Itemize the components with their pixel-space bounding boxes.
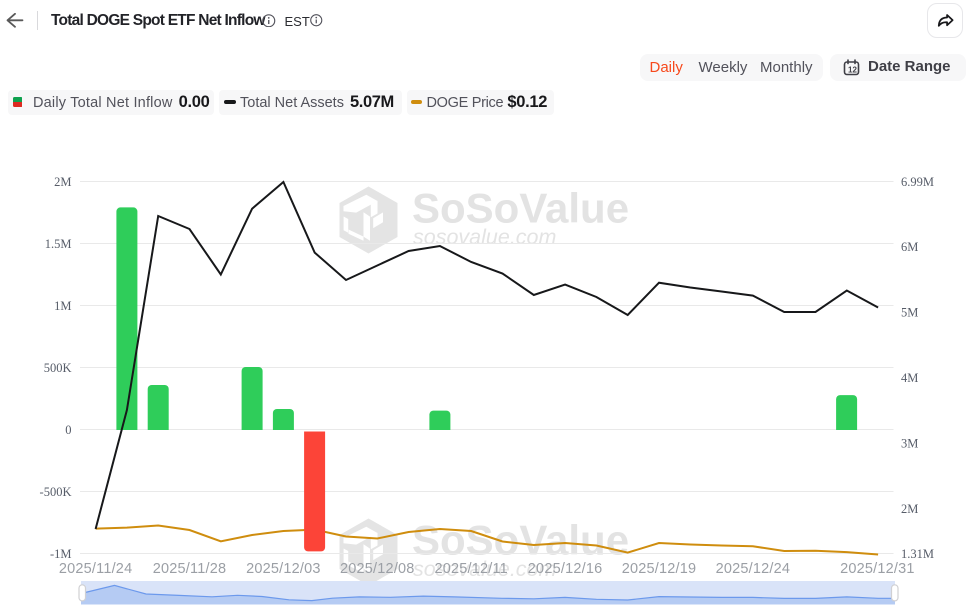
svg-text:2025/11/24: 2025/11/24: [59, 561, 133, 577]
svg-text:-500K: -500K: [40, 485, 72, 499]
svg-text:2025/12/19: 2025/12/19: [622, 561, 697, 577]
svg-text:5M: 5M: [901, 305, 918, 319]
svg-text:2025/12/31: 2025/12/31: [840, 561, 915, 577]
svg-text:6.99M: 6.99M: [901, 175, 934, 189]
svg-text:12: 12: [848, 66, 857, 75]
svg-text:4M: 4M: [901, 371, 918, 385]
svg-text:-1M: -1M: [50, 547, 72, 561]
svg-text:2025/11/28: 2025/11/28: [153, 561, 227, 577]
svg-text:2025/12/03: 2025/12/03: [246, 561, 321, 577]
svg-text:6M: 6M: [901, 240, 918, 254]
svg-text:500K: 500K: [44, 361, 72, 375]
svg-text:SoSoValue: SoSoValue: [412, 185, 629, 232]
svg-text:0: 0: [65, 423, 71, 437]
svg-text:3M: 3M: [901, 436, 918, 450]
svg-text:2025/12/11: 2025/12/11: [434, 561, 508, 577]
svg-text:2025/12/24: 2025/12/24: [716, 561, 791, 577]
svg-text:2025/12/08: 2025/12/08: [340, 561, 415, 577]
svg-text:2M: 2M: [901, 502, 918, 516]
svg-text:2M: 2M: [54, 175, 71, 189]
svg-text:1M: 1M: [54, 299, 71, 313]
svg-text:1.31M: 1.31M: [901, 547, 934, 561]
svg-text:2025/12/16: 2025/12/16: [528, 561, 603, 577]
svg-text:sosovalue.com: sosovalue.com: [413, 225, 556, 249]
svg-text:1.5M: 1.5M: [45, 237, 72, 251]
